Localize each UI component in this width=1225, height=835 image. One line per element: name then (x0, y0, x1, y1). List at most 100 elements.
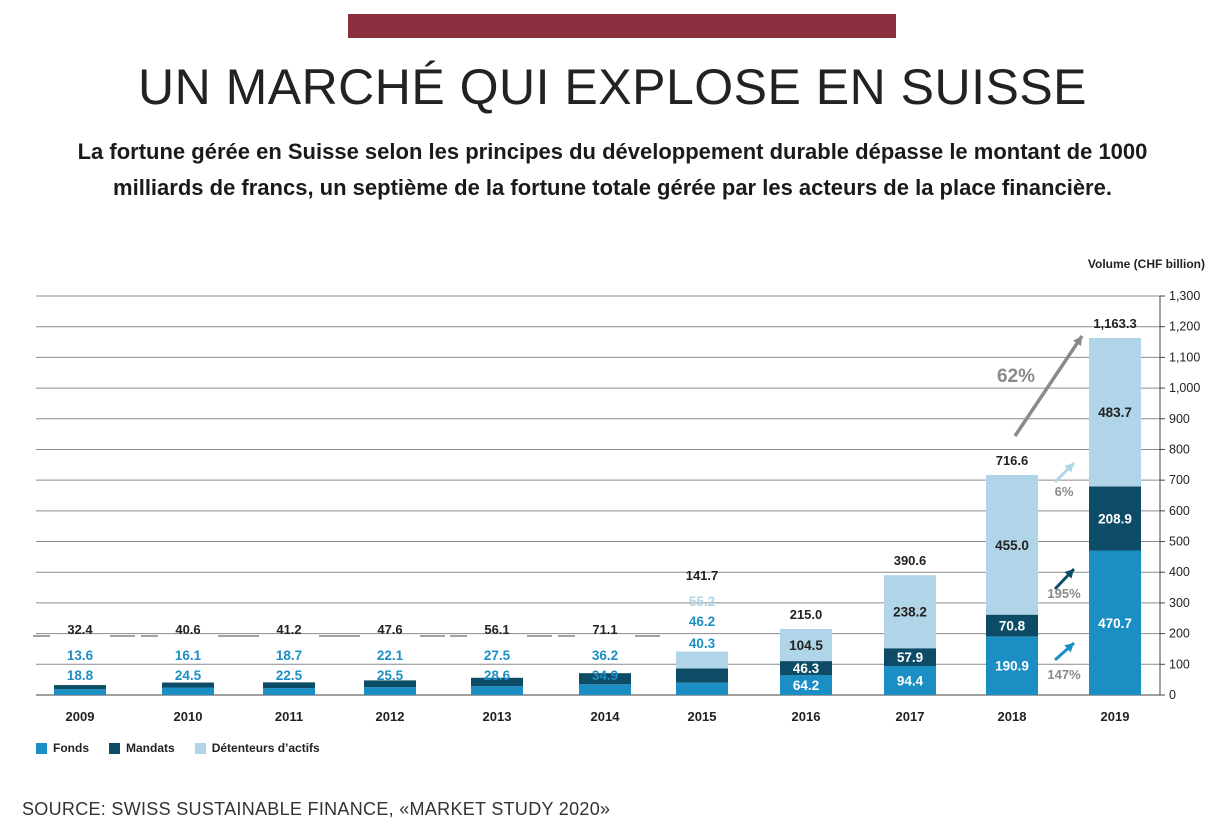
data-label-fonds: 24.5 (175, 668, 202, 683)
y-tick-label: 900 (1169, 412, 1190, 426)
x-tick-label: 2012 (376, 709, 405, 724)
y-tick-label: 1,200 (1169, 320, 1200, 334)
data-label-detenteurs: 55.2 (689, 594, 715, 609)
growth-arrow-total-head (1073, 336, 1082, 346)
growth-arrow-fonds-head (1064, 643, 1074, 653)
legend-swatch-mandats (109, 742, 120, 754)
x-tick-label: 2016 (792, 709, 821, 724)
bar-segment-mandats (263, 682, 315, 689)
bar-segment-detenteurs (986, 475, 1038, 615)
y-tick-label: 700 (1169, 473, 1190, 487)
y-tick-label: 1,100 (1169, 350, 1200, 364)
legend-label-fonds: Fonds (53, 741, 89, 755)
y-axis-label: Volume (CHF billion) (1088, 257, 1205, 271)
x-tick-label: 2018 (998, 709, 1027, 724)
legend-label-detenteurs: Détenteurs d’actifs (211, 741, 320, 755)
bar-segment-detenteurs (676, 651, 728, 669)
bar-segment-fonds (986, 636, 1038, 695)
bar-segment-fonds (54, 689, 106, 695)
bar-segment-fonds (162, 687, 214, 695)
y-tick-label: 400 (1169, 565, 1190, 579)
bar-segment-mandats (471, 677, 523, 687)
bar-segment-mandats (986, 614, 1038, 637)
data-label-mandats: 70.8 (999, 619, 1026, 634)
data-label-fonds: 64.2 (793, 678, 819, 693)
bar-segment-mandats (884, 648, 936, 667)
data-label-detenteurs: 455.0 (995, 538, 1029, 553)
data-label-mandats: 18.7 (276, 648, 302, 663)
legend-item-mandats: Mandats (109, 741, 175, 755)
data-label-fonds: 40.3 (689, 636, 716, 651)
y-tick-label: 300 (1169, 596, 1190, 610)
data-label-total: 56.1 (484, 622, 509, 637)
data-label-total: 141.7 (686, 568, 719, 583)
bar-segment-fonds (780, 675, 832, 695)
data-label-total: 716.6 (996, 453, 1029, 468)
bar-segment-mandats (676, 668, 728, 683)
data-label-fonds: 22.5 (276, 668, 303, 683)
source-note: SOURCE: SWISS SUSTAINABLE FINANCE, «MARK… (22, 799, 611, 819)
data-label-total: 215.0 (790, 607, 823, 622)
data-label-total: 47.6 (377, 622, 402, 637)
bar-segment-mandats (579, 673, 631, 685)
data-label-detenteurs: 483.7 (1098, 405, 1132, 420)
data-label-fonds: 28.6 (484, 668, 511, 683)
chart-subtitle: La fortune gérée en Suisse selon les pri… (77, 139, 1148, 200)
bar-segment-fonds (364, 687, 416, 695)
stacked-bar-chart: 0 100 200 300 400 500 600 700 800 900 1,000 1,100 1,… (33, 257, 1205, 724)
x-tick-label: 2013 (483, 709, 512, 724)
x-tick-label: 2015 (688, 709, 717, 724)
x-tick-label: 2011 (275, 709, 303, 724)
y-tick-label: 200 (1169, 627, 1190, 641)
x-tick-label: 2017 (896, 709, 925, 724)
bar-segment-fonds (579, 684, 631, 695)
data-label-fonds: 470.7 (1098, 616, 1132, 631)
bar-segment-detenteurs (1089, 337, 1141, 487)
data-label-mandats: 57.9 (897, 650, 923, 665)
annotation-195pct: 195% (1047, 586, 1081, 601)
annotation-147pct: 147% (1047, 667, 1081, 682)
bar-segment-detenteurs (884, 575, 936, 649)
bar-segment-mandats (364, 680, 416, 688)
header-accent-bar (348, 14, 896, 38)
data-label-fonds: 190.9 (995, 659, 1029, 674)
data-label-total: 32.4 (67, 622, 93, 637)
x-tick-label: 2019 (1101, 709, 1130, 724)
data-label-detenteurs: 104.5 (789, 638, 823, 653)
bar-segment-mandats (54, 685, 106, 690)
data-label-fonds: 34.9 (592, 668, 618, 683)
x-tick-label: 2014 (591, 709, 621, 724)
bar-segment-fonds (676, 682, 728, 695)
data-label-mandats: 16.1 (175, 648, 202, 663)
growth-arrow-detenteurs-head (1064, 463, 1074, 473)
growth-arrow-mandats-head (1064, 569, 1074, 579)
legend-label-mandats: Mandats (126, 741, 175, 755)
data-label-fonds: 18.8 (67, 668, 94, 683)
data-label-fonds: 25.5 (377, 668, 404, 683)
data-label-detenteurs: 238.2 (893, 605, 927, 620)
x-tick-label: 2010 (174, 709, 203, 724)
y-tick-label: 800 (1169, 442, 1190, 456)
legend-swatch-detenteurs (194, 742, 206, 754)
x-tick-label: 2009 (66, 709, 95, 724)
bar-segment-mandats (780, 661, 832, 676)
y-tick-label: 600 (1169, 504, 1190, 518)
y-tick-label: 500 (1169, 535, 1190, 549)
data-label-total: 71.1 (592, 622, 617, 637)
data-label-mandats: 13.6 (67, 648, 94, 663)
data-label-total: 1,163.3 (1093, 316, 1136, 331)
y-tick-label: 0 (1169, 688, 1176, 702)
legend-swatch-fonds (36, 742, 47, 754)
chart-title: UN MARCHÉ QUI EXPLOSE EN SUISSE (137, 59, 1088, 115)
legend-item-fonds: Fonds (36, 741, 89, 755)
data-label-total: 41.2 (276, 622, 301, 637)
annotation-6pct: 6% (1055, 484, 1074, 499)
legend-item-detenteurs: Détenteurs d’actifs (194, 741, 320, 755)
annotation-62pct: 62% (997, 366, 1035, 387)
data-label-total: 390.6 (894, 553, 927, 568)
data-label-total: 40.6 (175, 622, 200, 637)
y-tick-label: 1,300 (1169, 289, 1200, 303)
data-label-mandats: 27.5 (484, 648, 511, 663)
bar-segment-mandats (162, 682, 214, 688)
data-label-mandats: 208.9 (1098, 511, 1132, 526)
